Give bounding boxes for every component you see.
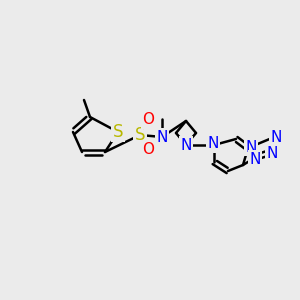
Text: N: N (207, 136, 219, 152)
Text: S: S (135, 126, 145, 144)
Text: S: S (113, 123, 123, 141)
Text: N: N (266, 146, 278, 161)
Text: N: N (245, 140, 257, 154)
Text: N: N (180, 137, 192, 152)
Text: N: N (249, 152, 261, 166)
Text: O: O (142, 142, 154, 158)
Text: O: O (142, 112, 154, 128)
Text: N: N (156, 130, 168, 145)
Text: N: N (270, 130, 282, 145)
